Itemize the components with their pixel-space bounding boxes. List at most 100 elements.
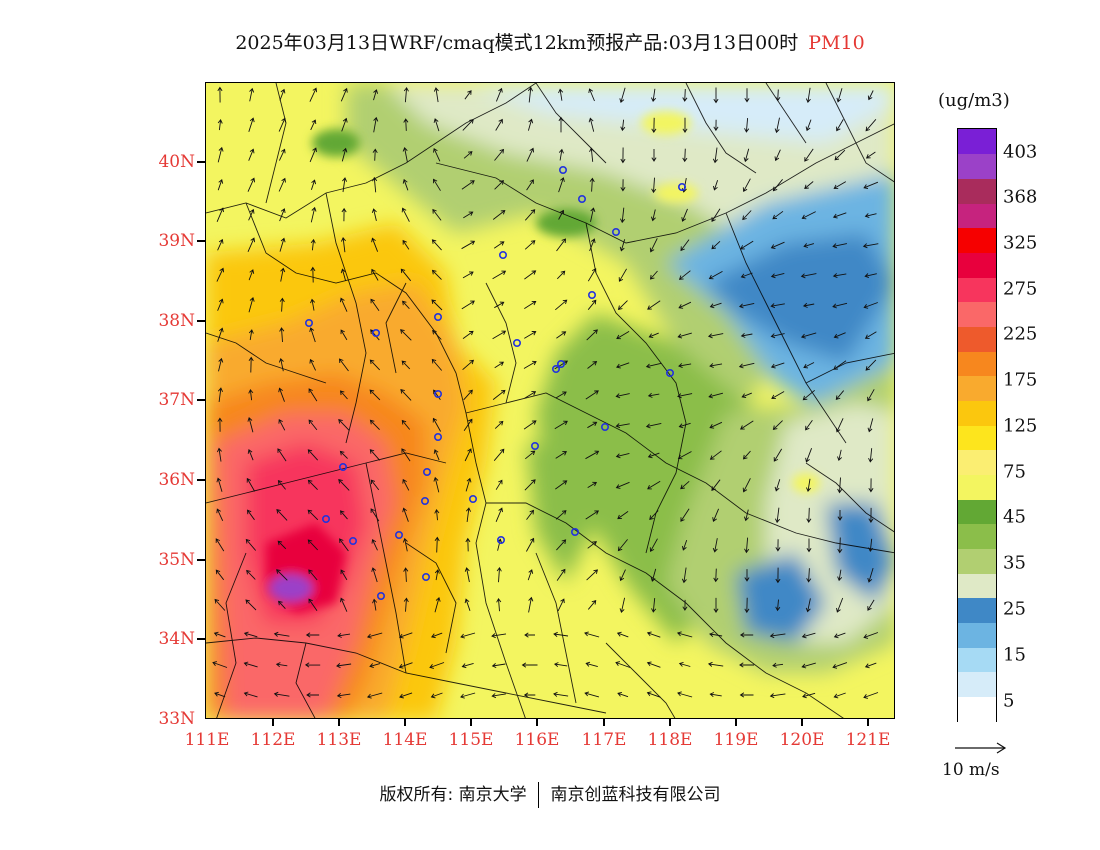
wind-arrow (678, 661, 691, 667)
wind-arrow (307, 449, 319, 461)
wind-arrow (521, 662, 538, 668)
wind-arrow (309, 358, 317, 371)
legend-color-segment (958, 696, 996, 722)
wind-arrow (460, 632, 476, 639)
wind-arrow (651, 177, 657, 194)
wind-arrow (556, 539, 567, 551)
lon-tick (338, 719, 340, 726)
wind-arrow (524, 331, 537, 339)
wind-arrow (712, 508, 720, 522)
wind-arrow (495, 479, 503, 490)
wind-arrow (587, 421, 598, 429)
wind-arrow (307, 479, 318, 491)
wind-arrow (462, 119, 474, 131)
wind-arrow (217, 146, 224, 163)
wind-arrow (681, 539, 688, 551)
wind-arrow (433, 449, 440, 461)
wind-arrow (370, 479, 380, 491)
wind-arrow (863, 632, 879, 639)
wind-arrow (336, 663, 352, 669)
wind-arrow (837, 510, 843, 521)
wind-arrow (462, 359, 475, 371)
wind-arrow (558, 88, 564, 101)
wind-arrow (463, 418, 473, 431)
wind-arrow (775, 599, 781, 612)
wind-arrow (434, 508, 440, 521)
wind-arrow (774, 149, 781, 162)
wind-arrow (837, 477, 843, 494)
wind-arrow (585, 450, 600, 460)
wind-arrow (524, 300, 537, 309)
wind-arrow (493, 448, 505, 461)
wind-arrow (773, 448, 783, 462)
wind-arrow (647, 480, 661, 490)
wind-arrow (461, 240, 476, 250)
wind-arrow (309, 327, 316, 343)
wind-arrow (651, 117, 657, 134)
wind-arrow (868, 507, 874, 523)
legend-color-segment (958, 622, 996, 648)
wind-arrow (278, 357, 284, 372)
station-marker (305, 319, 314, 328)
lon-tick (603, 719, 605, 726)
legend-color-segment (958, 523, 996, 549)
copyright-org-chuanglan: 南京创蓝科技有限公司 (550, 785, 721, 805)
wind-arrow (616, 362, 630, 369)
wind-arrow (707, 333, 724, 339)
wind-arrow (836, 119, 844, 132)
wind-arrow (770, 333, 785, 339)
wind-arrow (649, 510, 659, 521)
wind-arrow (587, 541, 597, 549)
lon-label-111: 111E (184, 730, 230, 750)
wind-arrow (214, 598, 226, 611)
lon-label-116: 116E (514, 730, 560, 750)
wind-arrow (340, 329, 348, 341)
wind-arrow (432, 208, 442, 221)
wind-arrow (278, 418, 286, 431)
wind-arrow (462, 330, 474, 339)
wind-arrow (340, 87, 348, 102)
station-marker (496, 535, 505, 544)
wind-arrow (712, 538, 718, 553)
legend-color-segment (958, 203, 996, 229)
copyright-separator (538, 782, 540, 808)
wind-arrow (836, 597, 844, 613)
wind-arrow (587, 299, 597, 310)
legend-label: 5 (1003, 690, 1015, 712)
station-marker (434, 432, 443, 441)
wind-arrow (217, 327, 224, 342)
wind-arrow (712, 180, 719, 191)
map-title: 2025年03月13日WRF/cmaq模式12km预报产品:03月13日00时 P… (0, 28, 1100, 55)
wind-arrow (713, 87, 719, 104)
wind-arrow (709, 363, 723, 369)
wind-arrow (677, 691, 693, 698)
wind-arrow (430, 692, 443, 699)
wind-arrow (432, 329, 442, 340)
wind-arrow (248, 269, 255, 281)
wind-arrow (558, 116, 564, 133)
station-marker (558, 166, 567, 175)
wind-arrow (461, 180, 475, 190)
wind-arrow (492, 330, 507, 340)
wind-arrow (524, 632, 535, 638)
wind-arrow (218, 357, 224, 372)
lon-tick (801, 719, 803, 726)
copyright-owner-label: 版权所有: (379, 785, 454, 805)
pm10-map[interactable] (205, 82, 895, 719)
wind-arrow (833, 632, 846, 639)
wind-arrow (742, 478, 751, 493)
wind-arrow (460, 692, 476, 699)
wind-arrow (279, 208, 286, 222)
wind-arrow (369, 419, 380, 431)
wind-arrow (651, 149, 657, 162)
wind-arrow (584, 631, 600, 638)
wind-arrow (555, 480, 568, 490)
wind-arrow (677, 332, 692, 339)
wind-arrow (805, 478, 811, 493)
wind-arrow (650, 209, 656, 222)
wind-arrow (832, 662, 848, 669)
wind-arrow (371, 268, 379, 281)
wind-arrow (772, 210, 784, 220)
wind-arrow (868, 448, 874, 463)
wind-arrow (249, 87, 255, 102)
